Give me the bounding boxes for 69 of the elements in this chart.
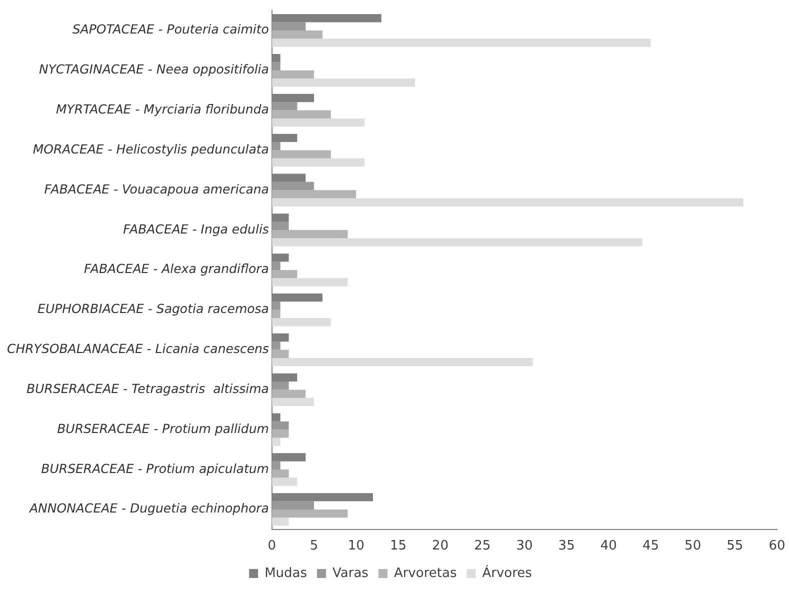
bar [272,150,331,158]
bar [272,310,280,318]
bar [272,461,280,470]
y-tick-label: BURSERACEAE - Tetragastris altissima [26,380,269,396]
bar [272,102,298,110]
x-tick-label: 60 [768,538,786,554]
bar [272,118,365,127]
legend-label: Arvoretas [394,566,457,581]
y-tick-label: BURSERACEAE - Protium pallidum [57,420,269,436]
bar [272,358,533,366]
bar [272,509,348,518]
y-tick-label: EUPHORBIACEAE - Sagotia racemosa [38,301,269,316]
legend-label: Árvores [482,564,532,581]
x-tick-label: 15 [390,538,406,554]
bar [272,501,314,510]
bar [272,478,298,486]
bar [272,38,651,47]
y-tick-label: FABACEAE - Inga edulis [123,221,270,236]
y-tick-label: SAPOTACEAE - Pouteria caimito [72,22,270,37]
bar [272,342,280,350]
bar [272,518,289,526]
bar [272,30,322,39]
bar [272,142,280,150]
x-tick-label: 10 [348,538,364,554]
x-tick-label: 5 [310,538,318,554]
bar [272,438,280,446]
x-tick-label: 30 [516,538,533,554]
bar [272,318,331,326]
legend-label: Mudas [264,566,308,581]
bar [272,22,306,30]
bar [272,190,356,198]
x-tick-label: 20 [432,538,449,554]
y-tick-label: NYCTAGINACEAE - Neea oppositifolia [39,62,269,77]
bar [272,198,744,206]
bar [272,270,298,278]
bar [272,158,365,167]
bar [272,470,289,478]
bar [272,430,289,438]
bar [272,278,348,286]
legend-label: Varas [332,566,369,581]
x-tick-label: 45 [642,538,660,554]
bar [272,302,280,310]
y-tick-label: ANNONACEAE - Duguetia echinophora [28,500,269,516]
bar [272,238,642,246]
bar [272,182,314,190]
y-tick-label: BURSERACEAE - Protium apiculatum [41,460,269,476]
bar [272,230,348,238]
x-tick-label: 0 [268,538,276,554]
y-tick-label: CHRYSOBALANACEAE - Licania canescens [7,341,270,356]
x-tick-label: 40 [600,538,617,554]
bar [272,350,289,358]
x-tick-label: 35 [558,538,575,554]
y-tick-label: FABACEAE - Alexa grandiflora [84,261,269,276]
bar [272,398,314,406]
bar [272,110,331,118]
bar [272,421,289,430]
bar [272,262,280,270]
bar [272,382,289,390]
x-tick-label: 50 [684,538,702,554]
y-tick-label: FABACEAE - Vouacapoua americana [44,181,269,196]
y-tick-label: MYRTACEAE - Myrciaria floribunda [56,102,269,117]
bar [272,62,280,70]
bar [272,390,306,398]
x-tick-label: 25 [474,538,491,554]
bar [272,70,314,79]
bar [272,222,289,230]
bar [272,78,416,87]
x-tick-label: 55 [726,538,744,554]
y-tick-label: MORACEAE - Helicostylis pedunculata [32,141,269,156]
